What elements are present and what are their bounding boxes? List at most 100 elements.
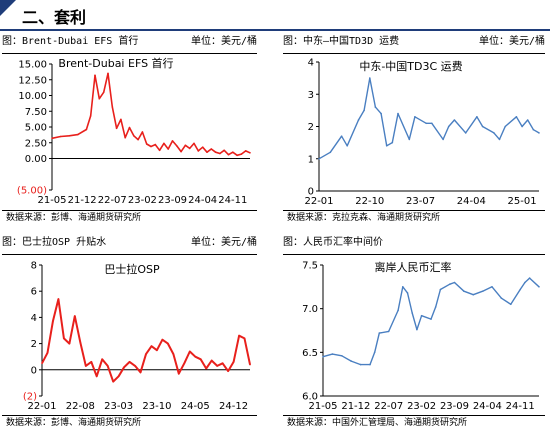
data-point: [51, 137, 53, 140]
data-point: [221, 362, 224, 365]
chart-title: 巴士拉OSP: [104, 262, 160, 276]
data-point: [243, 337, 246, 340]
data-point: [154, 143, 157, 146]
x-tick-label: 24-04: [473, 401, 502, 412]
panel-caption: 图：Brent-Dubai EFS 首行: [2, 36, 139, 47]
x-tick-label: 23-07: [406, 196, 435, 207]
y-tick-label: 2: [31, 339, 37, 350]
data-point: [526, 119, 529, 121]
data-point: [52, 320, 54, 323]
data-point: [244, 150, 247, 152]
data-point: [124, 136, 126, 139]
x-tick-label: 23-09: [158, 195, 187, 206]
data-point: [524, 281, 526, 284]
data-point: [447, 125, 450, 128]
data-point: [150, 345, 153, 347]
data-point: [439, 288, 442, 291]
x-tick-label: 22-10: [355, 196, 384, 207]
panel-unit: 单位：美元/桶: [190, 237, 257, 248]
y-tick-label: 7.50: [25, 107, 47, 118]
data-point: [369, 77, 371, 79]
data-point: [414, 116, 416, 118]
data-point: [145, 143, 148, 145]
data-point: [145, 353, 147, 355]
data-point: [515, 116, 518, 118]
data-point: [528, 277, 531, 279]
data-point: [141, 131, 144, 133]
data-point: [171, 140, 174, 142]
y-tick-label: 10.00: [18, 91, 47, 102]
panel-brent-dubai: 图：Brent-Dubai EFS 首行 单位：美元/桶 (5.00) 0.00 2…: [2, 33, 257, 225]
data-point: [232, 361, 235, 363]
data-point: [63, 337, 65, 340]
data-point: [340, 135, 343, 137]
data-point: [249, 152, 251, 154]
data-point: [481, 290, 484, 292]
data-point: [77, 133, 79, 136]
data-point: [172, 353, 175, 355]
chart-basrah-osp: (2) 0 2 4 6 8 22-01 22-08 23-03 23-10 24-05 24-12 巴士…: [23, 261, 251, 412]
data-point: [369, 363, 371, 366]
data-point: [176, 145, 178, 147]
series-group: [322, 277, 540, 366]
y-tick-label: 4: [31, 313, 37, 324]
data-point: [150, 145, 152, 148]
y-tick-label: 8: [31, 261, 37, 272]
data-point: [385, 145, 388, 147]
data-point: [318, 158, 320, 160]
data-point: [98, 97, 101, 100]
data-point: [194, 355, 197, 358]
panel-caption: 图：巴士拉OSP 升贴水: [2, 237, 107, 248]
data-point: [112, 380, 114, 383]
data-point: [161, 338, 164, 341]
data-point: [57, 298, 60, 300]
x-tick-label: 21-12: [68, 195, 97, 206]
data-point: [85, 365, 87, 367]
data-point: [374, 106, 377, 108]
data-point: [227, 370, 229, 372]
data-point: [117, 375, 120, 378]
data-point: [236, 154, 238, 157]
data-point: [205, 367, 207, 370]
chart-title: 离岸人民币汇率: [375, 260, 452, 274]
data-point: [249, 363, 251, 366]
data-point: [101, 358, 103, 361]
chart-rmb-rate: 6.0 6.5 7.0 7.5 21-05 21-12 22-07 23-02 23-09 24-…: [302, 260, 540, 412]
data-point: [227, 153, 230, 156]
data-point: [449, 283, 451, 285]
data-point: [331, 353, 334, 355]
data-point: [387, 330, 390, 333]
data-point: [156, 349, 158, 351]
data-point: [425, 122, 427, 125]
data-point: [504, 125, 506, 128]
series-line: [322, 277, 540, 366]
data-point: [214, 151, 217, 153]
data-point: [232, 151, 234, 153]
data-point: [223, 149, 225, 152]
panel-source-text: 数据来源：彭博、海通期货研究所: [6, 418, 142, 428]
data-point: [199, 358, 202, 361]
data-point: [357, 119, 360, 121]
data-point: [430, 318, 432, 320]
y-tick-label: 7.0: [302, 304, 318, 315]
data-point: [183, 362, 186, 365]
heading-marker-icon: [0, 0, 16, 16]
x-tick-label: 24-12: [219, 401, 248, 412]
data-point: [476, 116, 478, 118]
series-group: [51, 72, 251, 157]
data-point: [85, 128, 88, 131]
panel-unit: 单位：美元/桶: [190, 36, 257, 47]
data-point: [68, 342, 71, 345]
data-point: [463, 290, 465, 292]
data-point: [510, 303, 512, 306]
data-point: [397, 309, 399, 312]
x-tick-label: 22-07: [98, 195, 127, 206]
y-tick-label: 2.50: [25, 138, 47, 149]
section-heading: 二、套利: [0, 0, 550, 34]
data-point: [206, 151, 208, 153]
x-tick-label: 24-11: [506, 401, 535, 412]
data-point: [402, 286, 404, 288]
y-tick-label: 7.5: [302, 261, 318, 272]
panel-source-text: 数据来源：克拉克森、海通期货研究所: [287, 213, 441, 223]
data-point: [453, 281, 456, 284]
